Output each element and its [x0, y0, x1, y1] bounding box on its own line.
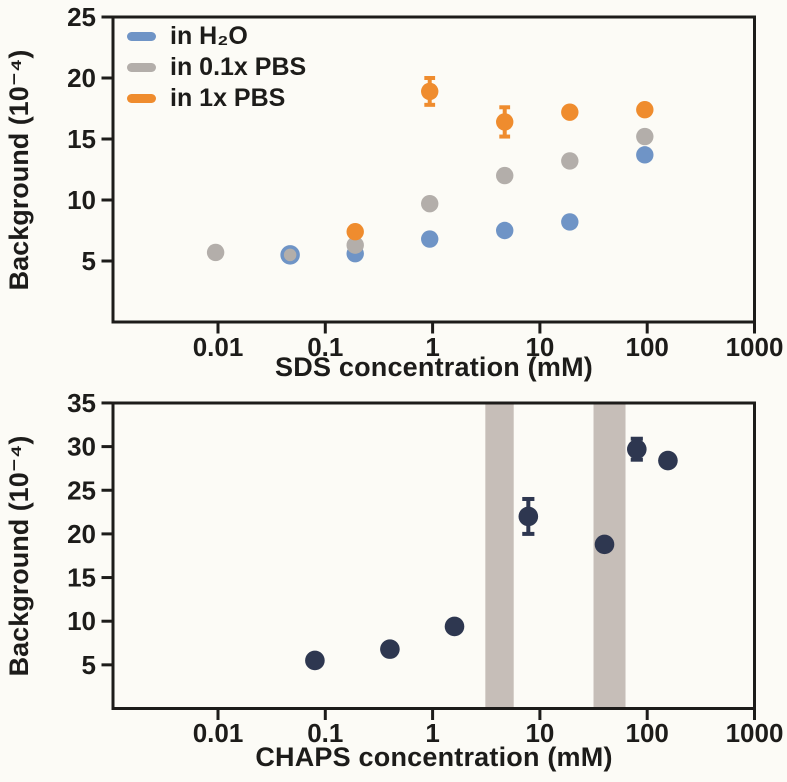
- data-point: [636, 101, 654, 119]
- sds-y-axis-title: Background (10⁻⁴): [4, 49, 34, 291]
- legend-item: in 0.1x PBS: [127, 52, 307, 81]
- data-point: [561, 213, 579, 231]
- y-tick-label: 15: [67, 124, 96, 154]
- cmc-band: [593, 403, 626, 709]
- data-point: [496, 113, 514, 131]
- data-point: [206, 243, 225, 262]
- x-tick-label: 1: [425, 332, 439, 362]
- y-tick-label: 10: [67, 185, 96, 215]
- data-point: [305, 650, 325, 671]
- x-tick-label: 0.1: [307, 332, 343, 362]
- x-tick-label: 0.1: [307, 718, 343, 748]
- x-tick-label: 1000: [726, 332, 784, 362]
- data-point: [421, 82, 439, 101]
- data-point: [496, 166, 514, 185]
- data-point: [444, 616, 465, 637]
- x-tick-label: 0.01: [193, 332, 244, 362]
- data-point: [636, 127, 654, 146]
- plot-box: [111, 15, 756, 324]
- sds-x-axis-title: SDS concentration (mM): [275, 352, 593, 382]
- y-tick-label: 35: [67, 388, 96, 418]
- data-point: [518, 506, 539, 527]
- data-point: [658, 450, 678, 471]
- x-tick-label: 10: [525, 332, 554, 362]
- chaps-x-axis-title: CHAPS concentration (mM): [255, 742, 613, 772]
- data-point: [380, 639, 400, 659]
- data-point: [636, 146, 654, 164]
- data-point: [283, 248, 297, 262]
- data-point: [496, 221, 514, 240]
- legend-swatch-icon: [127, 62, 156, 72]
- x-tick-label: 100: [626, 332, 669, 362]
- data-point: [421, 230, 439, 248]
- data-point: [346, 223, 364, 241]
- data-point: [421, 194, 439, 213]
- y-tick-label: 20: [67, 63, 96, 93]
- y-tick-label: 5: [82, 246, 96, 276]
- legend-swatch-icon: [127, 31, 156, 41]
- plot-box: [111, 401, 756, 710]
- y-tick-label: 15: [67, 563, 96, 593]
- x-tick-label: 100: [626, 718, 669, 748]
- cmc-band: [485, 403, 514, 709]
- x-tick-label: 0.01: [193, 718, 244, 748]
- legend-label: in H₂O: [170, 21, 248, 50]
- legend-swatch-icon: [127, 93, 156, 103]
- y-tick-label: 20: [67, 519, 96, 549]
- y-tick-label: 5: [82, 650, 96, 680]
- legend-label: in 1x PBS: [170, 83, 286, 112]
- y-tick-label: 30: [67, 432, 96, 462]
- legend: in H₂O in 0.1x PBS in 1x PBS: [127, 21, 307, 112]
- data-point: [594, 534, 615, 555]
- y-tick-label: 25: [67, 2, 96, 32]
- x-tick-label: 1: [425, 718, 439, 748]
- data-point: [346, 236, 364, 254]
- legend-label: in 0.1x PBS: [170, 52, 307, 81]
- data-point: [561, 152, 579, 170]
- data-point: [627, 439, 647, 460]
- y-tick-label: 25: [67, 475, 96, 505]
- x-tick-label: 1000: [726, 718, 784, 748]
- y-tick-label: 10: [67, 606, 96, 636]
- x-tick-label: 10: [525, 718, 554, 748]
- data-point: [561, 103, 579, 121]
- legend-item: in H₂O: [127, 21, 306, 50]
- legend-item: in 1x PBS: [127, 83, 306, 112]
- chaps-y-axis-title: Background (10⁻⁴): [4, 435, 34, 677]
